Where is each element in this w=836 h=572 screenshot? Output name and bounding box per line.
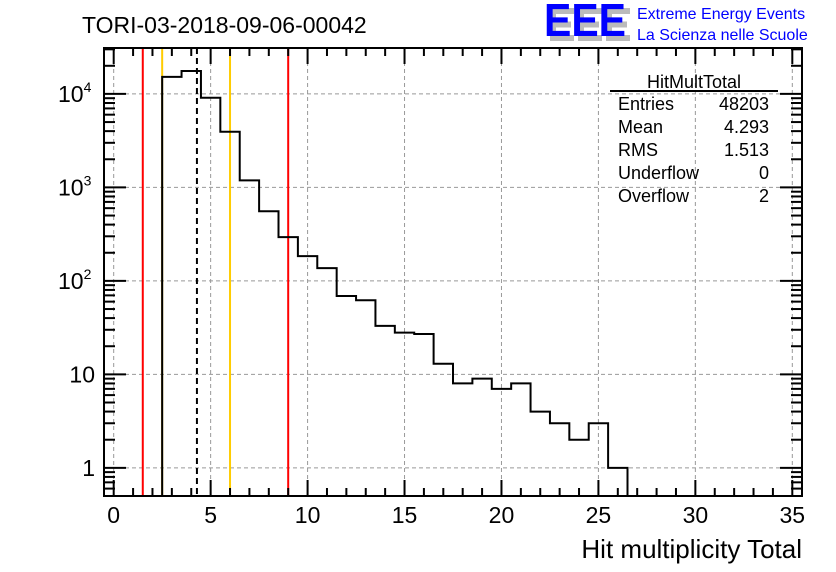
- logo-line-2: La Scienza nelle Scuole: [637, 27, 808, 44]
- stats-value: 2: [759, 186, 769, 206]
- stats-label: Underflow: [618, 163, 700, 183]
- chart-title: TORI-03-2018-09-06-00042: [82, 12, 367, 38]
- logo-shadow-stroke: [606, 35, 630, 41]
- logo-mark: EEE: [544, 0, 626, 46]
- logo-line-1: Extreme Energy Events: [637, 6, 805, 23]
- stats-label: Overflow: [618, 186, 690, 206]
- eee-logo: EEE Extreme Energy Events La Scienza nel…: [544, 0, 808, 46]
- stats-box: HitMultTotal Entries 48203 Mean 4.293 RMS 1.5…: [610, 72, 778, 206]
- x-tick-label: 20: [489, 502, 515, 528]
- logo-shadow-stroke: [578, 35, 602, 41]
- y-tick-label: 104: [58, 79, 92, 107]
- logo-shadow-stroke: [606, 8, 630, 14]
- x-tick-label: 0: [107, 502, 120, 528]
- logo-shadow-stroke: [550, 8, 574, 14]
- y-tick-label: 102: [58, 266, 92, 294]
- x-tick-label: 35: [780, 502, 806, 528]
- stats-label: Mean: [618, 117, 663, 137]
- stats-value: 1.513: [724, 140, 769, 160]
- stats-title: HitMultTotal: [647, 72, 741, 92]
- stats-value: 0: [759, 163, 769, 183]
- stats-label: Entries: [618, 94, 674, 114]
- y-tick-label: 10: [69, 361, 95, 387]
- x-tick-label: 25: [586, 502, 612, 528]
- stats-label: RMS: [618, 140, 658, 160]
- marker-lines: [141, 48, 290, 496]
- logo-shadow-stroke: [550, 35, 574, 41]
- logo-shadow-stroke: [578, 8, 602, 14]
- logo-shadow-stroke: [578, 21, 599, 28]
- logo-shadow-stroke: [606, 21, 627, 28]
- x-tick-label: 5: [204, 502, 217, 528]
- grid-lines: [104, 48, 802, 496]
- logo-shadow: [550, 8, 630, 41]
- x-tick-label: 30: [683, 502, 709, 528]
- y-tick-label: 1: [82, 455, 95, 481]
- stats-value: 48203: [719, 94, 769, 114]
- histogram-outline: [161, 69, 629, 496]
- x-axis-label: Hit multiplicity Total: [581, 534, 802, 564]
- stats-value: 4.293: [724, 117, 769, 137]
- x-tick-label: 15: [392, 502, 418, 528]
- x-tick-label: 10: [295, 502, 321, 528]
- axes: [103, 47, 803, 497]
- logo-shadow-stroke: [550, 21, 571, 28]
- y-tick-label: 103: [58, 172, 92, 200]
- plot-frame: [103, 47, 803, 497]
